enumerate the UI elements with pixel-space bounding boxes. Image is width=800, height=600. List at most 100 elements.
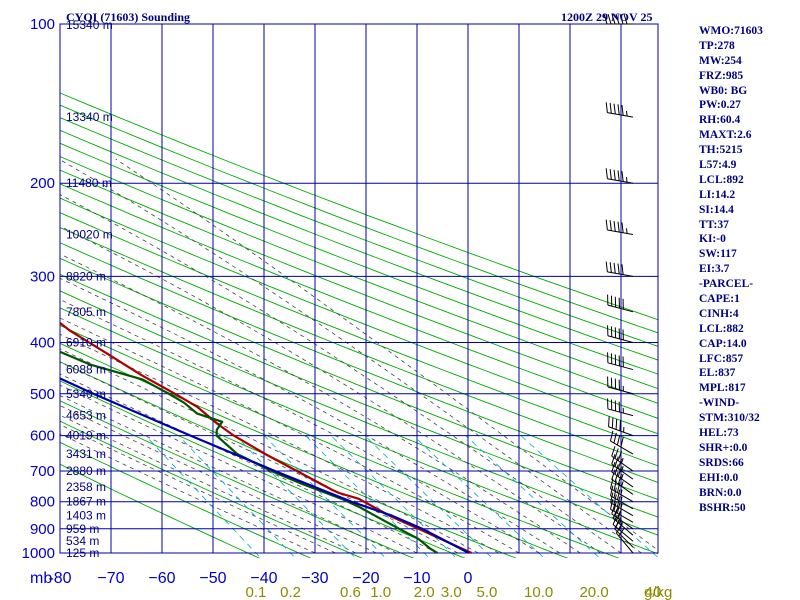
barb-flag: [614, 471, 619, 482]
barb-staff: [607, 386, 634, 395]
barb-flag: [609, 492, 614, 503]
mixing-ratio-label: 20.0: [579, 584, 608, 600]
wind-barb: [607, 398, 634, 417]
pressure-tick-label: 600: [30, 428, 55, 445]
barb-flag: [611, 417, 614, 429]
moist-adiabat-line: [60, 433, 316, 554]
dry-adiabat-line: [60, 212, 658, 451]
mixing-ratio-line: [465, 435, 601, 558]
barb-flag: [603, 13, 608, 25]
barb-flag: [611, 461, 616, 473]
barb-flag: [617, 170, 620, 181]
wind-barb: [611, 469, 634, 495]
mixing-ratio-line: [305, 435, 430, 558]
barb-staff: [610, 508, 634, 523]
index-row: MW:254: [699, 54, 742, 67]
moist-adiabat-line: [60, 299, 540, 554]
dry-adiabat-line: [60, 104, 658, 334]
background-lines: [60, 92, 658, 558]
height-label: 2880 m: [66, 464, 106, 478]
dry-adiabat-line: [60, 242, 658, 483]
barb-half-flag: [620, 503, 623, 509]
temperature-tick-label: −70: [97, 570, 124, 587]
barb-flag: [614, 456, 619, 467]
moist-adiabat-line: [60, 194, 622, 554]
index-row: CAP:14.0: [699, 337, 747, 350]
barb-flag: [615, 13, 620, 25]
pressure-tick-label: 500: [30, 386, 55, 403]
mixing-ratio-label: 2.0: [414, 584, 435, 600]
mixing-ratio-unit: g/kg: [644, 584, 672, 600]
pressure-tick-label: 300: [30, 268, 55, 285]
dry-adiabat-line: [60, 156, 658, 390]
height-label: 959 m: [66, 522, 99, 536]
barb-flag: [619, 13, 624, 25]
moist-adiabat-line: [115, 158, 658, 551]
index-row: SRDS:66: [699, 456, 744, 469]
index-row: LCL:882: [699, 322, 744, 335]
wind-barb: [603, 13, 633, 25]
temperature-tick-label: -80: [48, 570, 71, 587]
wind-barb: [611, 446, 634, 472]
barb-flag: [616, 434, 621, 446]
wind-barb: [605, 102, 634, 118]
temperature-tick-label: −40: [250, 570, 277, 587]
index-row: CINH:4: [699, 307, 739, 320]
barb-flag: [613, 501, 617, 512]
height-label: 15340 m: [66, 18, 113, 32]
height-label: 11480 m: [66, 176, 112, 190]
barb-flag: [617, 474, 623, 485]
dry-adiabat-line: [60, 129, 658, 361]
index-row: KI:-0: [699, 233, 726, 246]
barb-flag: [614, 506, 619, 517]
dry-adiabat-line: [60, 117, 658, 347]
barb-half-flag: [621, 481, 624, 487]
barb-flag: [617, 508, 623, 519]
barb-flag: [609, 485, 614, 496]
height-label: 5340 m: [66, 387, 106, 401]
index-row: TH:5215: [699, 144, 743, 157]
wind-barb: [605, 261, 634, 277]
mixing-ratio-line: [263, 435, 387, 558]
barb-flag: [605, 168, 608, 179]
barb-half-flag: [620, 496, 623, 502]
index-row: RH:60.4: [699, 114, 741, 127]
mixing-ratio-label: 40: [645, 584, 662, 600]
height-label: 1403 m: [66, 509, 106, 523]
barb-flag: [621, 171, 624, 182]
height-label: 4653 m: [66, 409, 106, 423]
barb-flag: [616, 489, 621, 500]
barb-staff: [610, 488, 634, 503]
barb-flag: [609, 499, 614, 510]
wind-barb: [611, 503, 634, 530]
barb-flag: [617, 450, 623, 461]
barb-flag: [605, 219, 608, 231]
temperature-tick-label: 0: [464, 570, 473, 587]
index-row: WMO:71603: [699, 25, 763, 37]
index-row: PW:0.27: [699, 99, 741, 112]
chart-frame: [59, 23, 659, 554]
dry-adiabat-line: [60, 380, 466, 558]
barb-flag: [616, 503, 621, 514]
moist-adiabat-line: [60, 317, 520, 554]
dry-adiabat-line: [60, 463, 261, 558]
barb-staff: [607, 304, 634, 313]
mixing-ratio-line: [413, 435, 545, 558]
barb-flag: [613, 487, 617, 498]
barb-staff: [610, 502, 634, 517]
barb-staff: [615, 532, 634, 554]
mixing-ratio-label: 1.0: [370, 584, 391, 600]
index-row: BSHR:50: [699, 501, 746, 514]
barb-staff: [607, 408, 634, 417]
barb-staff: [608, 426, 634, 437]
barb-flag: [615, 419, 618, 430]
mixing-ratio-label: 10.0: [524, 584, 553, 600]
temperature-tick-label: −10: [403, 570, 430, 587]
index-row: CAPE:1: [699, 293, 740, 306]
valid-time: 1200Z 29 NOV 25: [561, 10, 652, 24]
barb-flag: [609, 102, 612, 114]
mixing-ratio-label: 5.0: [477, 584, 498, 600]
barb-flag: [609, 220, 612, 231]
mixing-ratio-label: 0.1: [246, 584, 267, 600]
mixing-ratio-label: 0.6: [340, 584, 361, 600]
